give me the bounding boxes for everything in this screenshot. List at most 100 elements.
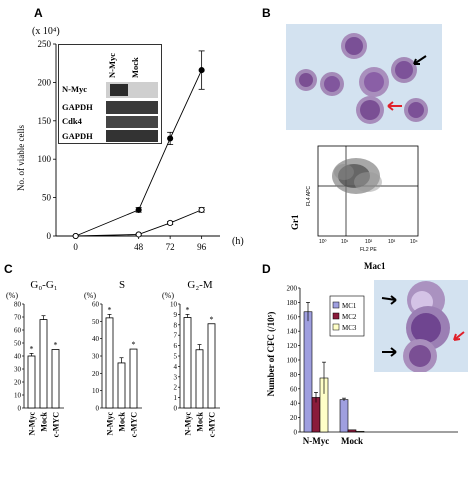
western-blot-inset: N-Myc Mock N-Myc GAPDH Cdk4 GAPDH	[58, 44, 162, 144]
panel-c-ytick-label: 9	[174, 311, 178, 319]
panel-a-series-line	[75, 209, 202, 237]
panel-c-unit-label: (%)	[6, 291, 18, 300]
panel-d-legend-label: MC1	[342, 302, 357, 310]
panel-d-ytick-label: 60	[290, 385, 298, 393]
panel-c-ytick-label: 7	[174, 332, 178, 340]
panel-c-ytick-label: 30	[92, 353, 100, 361]
flow-tick-2: 10²	[365, 239, 373, 245]
panel-a-ytick-label: 50	[42, 193, 52, 203]
colony-micrograph	[374, 280, 468, 372]
panel-c-ytick-label: 10	[92, 387, 100, 395]
panel-c-bar	[117, 362, 126, 409]
panel-c-significance-star: *	[30, 344, 34, 353]
blot-row-label-cdk4: Cdk4	[62, 116, 83, 126]
panel-a-data-point	[135, 231, 142, 238]
black-arrow-icon	[382, 347, 397, 357]
panel-c-unit-label: (%)	[162, 291, 174, 300]
panel-a-data-point	[198, 67, 205, 74]
panel-a-ytick-label: 0	[47, 231, 52, 241]
panel-c-significance-star: *	[132, 340, 136, 349]
panel-c-significance-star: *	[108, 305, 112, 314]
panel-c-bar	[105, 317, 114, 409]
panel-d-letter: D	[262, 262, 271, 276]
flow-cytometry-plot: Gr1 Mac1 FL4 APC FL2 PE 10⁰ 10¹ 10² 10³ …	[290, 145, 419, 271]
panel-c-category-label: c-MYC	[208, 412, 217, 438]
panel-a-ytick-label: 250	[38, 39, 52, 49]
panel-c-category-label: Mock	[40, 411, 49, 431]
panel-c-category-label: c-MYC	[130, 412, 139, 438]
panel-c-category-label: N-Myc	[184, 412, 193, 436]
panel-c-ytick-label: 2	[174, 384, 178, 392]
panel-c-bar	[207, 323, 216, 409]
panel-c-significance-star: *	[210, 315, 214, 324]
panel-a-data-point	[167, 219, 174, 226]
panel-c-ytick-label: 3	[174, 373, 178, 381]
panel-c-category-label: c-MYC	[52, 412, 61, 438]
panel-c-ytick-label: 8	[174, 321, 178, 329]
panel-a-xtick-label: 48	[134, 242, 144, 252]
flow-axis-y-text: FL4 APC	[306, 186, 312, 206]
panel-a-data-point	[167, 135, 174, 142]
panel-c-bar	[51, 349, 60, 409]
panel-c-chart-title: G₂-M	[187, 279, 212, 291]
flow-tick-4: 10⁴	[410, 239, 418, 245]
panel-c-chart-title: S	[119, 279, 125, 291]
panel-d-ytick-label: 0	[294, 429, 298, 437]
panel-c-ytick-label: 40	[14, 353, 22, 361]
panel-a-data-point	[135, 206, 142, 213]
panel-c-ytick-label: 50	[14, 340, 22, 348]
panel-d-ytick-label: 160	[287, 313, 298, 321]
panel-c-category-label: N-Myc	[28, 412, 37, 436]
panel-d-ytick-label: 40	[290, 400, 298, 408]
red-arrow-icon	[453, 331, 465, 341]
panel-b-letter: B	[262, 6, 271, 20]
panel-a-ytick-label: 150	[38, 116, 52, 126]
blot-band-gapdh-1	[106, 101, 158, 114]
panel-a-xtick-label: 96	[197, 242, 207, 252]
blot-row-label-gapdh-1: GAPDH	[62, 102, 93, 112]
black-arrow-icon	[413, 55, 427, 65]
panel-c-ytick-label: 80	[14, 301, 22, 309]
panel-d-bar	[311, 397, 321, 433]
blot-bands	[106, 82, 158, 142]
panel-d-legend-label: MC2	[342, 313, 357, 321]
flow-tick-1: 10¹	[341, 239, 349, 245]
panel-c-ytick-label: 40	[92, 335, 100, 343]
panel-c-bar	[39, 319, 48, 409]
panel-c-bar	[129, 348, 138, 409]
panel-c-ytick-label: 4	[174, 363, 178, 371]
panel-c-category-label: N-Myc	[106, 412, 115, 436]
panel-c-ytick-label: 10	[14, 392, 22, 400]
panel-d-bar	[339, 399, 349, 433]
panel-d-chart: Number of CFC (/10⁵) 0 20 40 60 80 100 120 140 1…	[266, 285, 458, 446]
panel-a-xtick-label: 72	[166, 242, 175, 252]
panel-c-ytick-label: 6	[174, 342, 178, 350]
panel-c-ytick-label: 10	[170, 301, 178, 309]
panel-c-ytick-label: 70	[14, 314, 22, 322]
panel-d-ytick-label: 180	[287, 299, 298, 307]
panel-d-legend-swatch	[332, 312, 340, 320]
panel-a-ylabel: No. of viable cells	[16, 125, 26, 191]
panel-c-ytick-label: 30	[14, 366, 22, 374]
panel-c-significance-star: *	[54, 341, 58, 350]
panel-d-ytick-label: 80	[290, 371, 298, 379]
panel-d-legend: MC1 MC2 MC3	[329, 295, 365, 337]
flow-axis-x-text: FL2 PE	[360, 247, 377, 253]
panel-c-category-label: Mock	[118, 411, 127, 431]
panel-a-series-line	[75, 69, 203, 237]
panel-d-ytick-label: 200	[287, 285, 298, 293]
panel-a-letter: A	[34, 6, 43, 20]
blot-band-gapdh-2	[106, 130, 158, 142]
panel-d-legend-swatch	[332, 301, 340, 309]
flow-xlabel: Mac1	[364, 261, 386, 271]
panel-c-ytick-label: 50	[92, 318, 100, 326]
panel-c-unit-label: (%)	[84, 291, 96, 300]
panel-c-category-label: Mock	[196, 411, 205, 431]
panel-c-ytick-label: 0	[18, 405, 22, 413]
panel-d-ytick-label: 120	[287, 342, 298, 350]
panel-c-chart-title: G₀-G₁	[30, 279, 57, 291]
panel-c-significance-star: *	[186, 305, 190, 314]
flow-tick-3: 10³	[388, 239, 396, 245]
red-arrow-icon	[387, 101, 402, 111]
